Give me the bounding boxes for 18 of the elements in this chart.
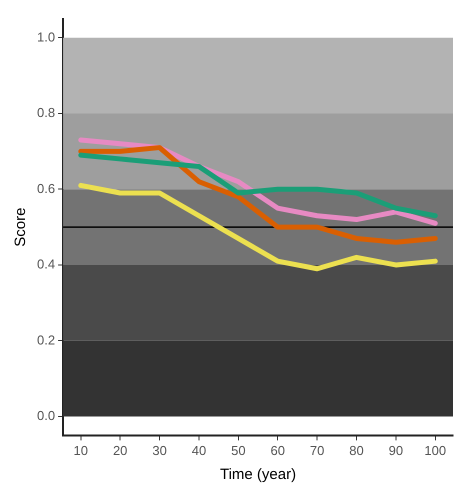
x-tick-label: 60 xyxy=(270,442,285,458)
y-axis-title: Score xyxy=(12,208,30,247)
y-tick-label: 0.4 xyxy=(36,256,56,272)
y-tick-label: 0.0 xyxy=(36,408,56,424)
y-tick-label: 0.6 xyxy=(36,180,56,196)
x-tick-label: 20 xyxy=(112,442,128,458)
y-tick-label: 0.8 xyxy=(36,105,56,120)
x-tick-label: 30 xyxy=(152,442,167,458)
x-tick-label: 10 xyxy=(74,442,88,458)
x-tick-label: 50 xyxy=(231,442,246,458)
x-tick-label: 100 xyxy=(424,442,446,458)
y-tick-label: 1.0 xyxy=(36,29,56,44)
y-tick-label: 0.2 xyxy=(36,332,56,348)
x-tick-label: 40 xyxy=(192,442,206,458)
x-tick-label: 70 xyxy=(310,442,324,458)
x-tick-label: 80 xyxy=(349,442,364,458)
x-axis-title: Time (year) xyxy=(220,466,296,484)
x-tick-label: 90 xyxy=(388,442,404,458)
